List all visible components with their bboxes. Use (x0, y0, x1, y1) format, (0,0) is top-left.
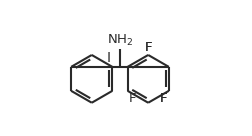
Text: F: F (144, 41, 151, 54)
Text: I: I (106, 51, 110, 65)
Text: F: F (159, 92, 167, 105)
Text: F: F (129, 92, 136, 105)
Text: F: F (159, 92, 167, 105)
Text: F: F (144, 41, 151, 54)
Text: NH$_2$: NH$_2$ (107, 33, 133, 48)
